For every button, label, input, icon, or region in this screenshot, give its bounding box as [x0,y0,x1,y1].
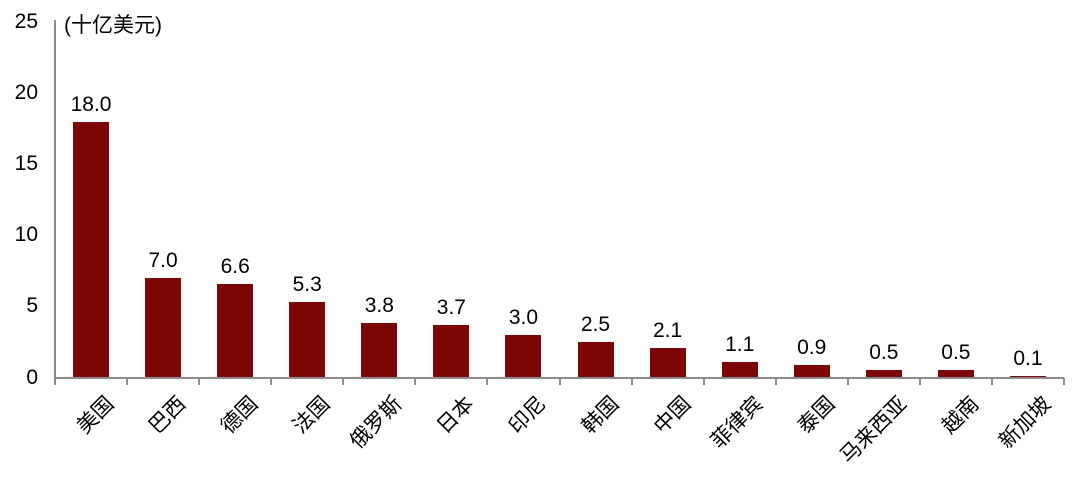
x-axis-tick [126,377,129,385]
x-axis-tick [198,377,201,385]
bar [73,121,110,378]
x-axis-tick [342,377,345,385]
bar-value-label: 2.1 [652,318,683,342]
x-axis-tick [846,377,849,385]
bar-value-label: 6.6 [220,254,250,278]
bar [937,370,974,378]
bar [217,283,254,378]
y-axis-tick-label: 25 [14,10,38,33]
x-axis-tick [414,377,417,385]
y-axis-unit-label: (十亿美元) [64,14,162,37]
y-axis-tick-label: 15 [14,152,38,176]
x-axis-tick [630,377,633,385]
x-axis-tick [774,377,777,385]
x-axis-tick [702,377,705,385]
bar-value-label: 0.5 [941,341,971,365]
bar [361,323,398,378]
bar [289,302,326,378]
bar [433,324,470,378]
x-axis-tick [558,377,561,385]
bar [649,347,686,378]
y-axis-tick-label: 10 [14,223,38,247]
bar-value-label: 0.1 [1013,347,1043,371]
x-axis-tick [1063,377,1065,385]
y-axis-tick-label: 5 [26,294,38,318]
y-axis-tick-label: 20 [14,81,38,105]
x-axis-tick [918,377,921,385]
bar [145,277,182,378]
bar-value-label: 18.0 [70,92,112,116]
bar-value-label: 0.9 [797,335,827,359]
bar-value-label: 5.3 [292,273,322,297]
bar [1009,376,1046,378]
bar-value-label: 3.8 [364,294,394,318]
bar [721,361,758,378]
bar-value-label: 7.0 [148,248,178,272]
bar-value-label: 3.7 [436,295,466,319]
bar [865,370,902,378]
y-axis-line [54,20,56,385]
bar-value-label: 1.1 [725,332,755,356]
bar-value-label: 0.5 [869,341,899,365]
bar [577,341,614,378]
y-axis-tick-label: 0 [26,365,38,389]
bar [505,334,542,378]
x-axis-tick [270,377,273,385]
bar-value-label: 3.0 [508,305,539,329]
bar [793,364,830,378]
x-axis-tick [486,377,489,385]
x-axis-tick [990,377,993,385]
bar-value-label: 2.5 [580,312,611,336]
